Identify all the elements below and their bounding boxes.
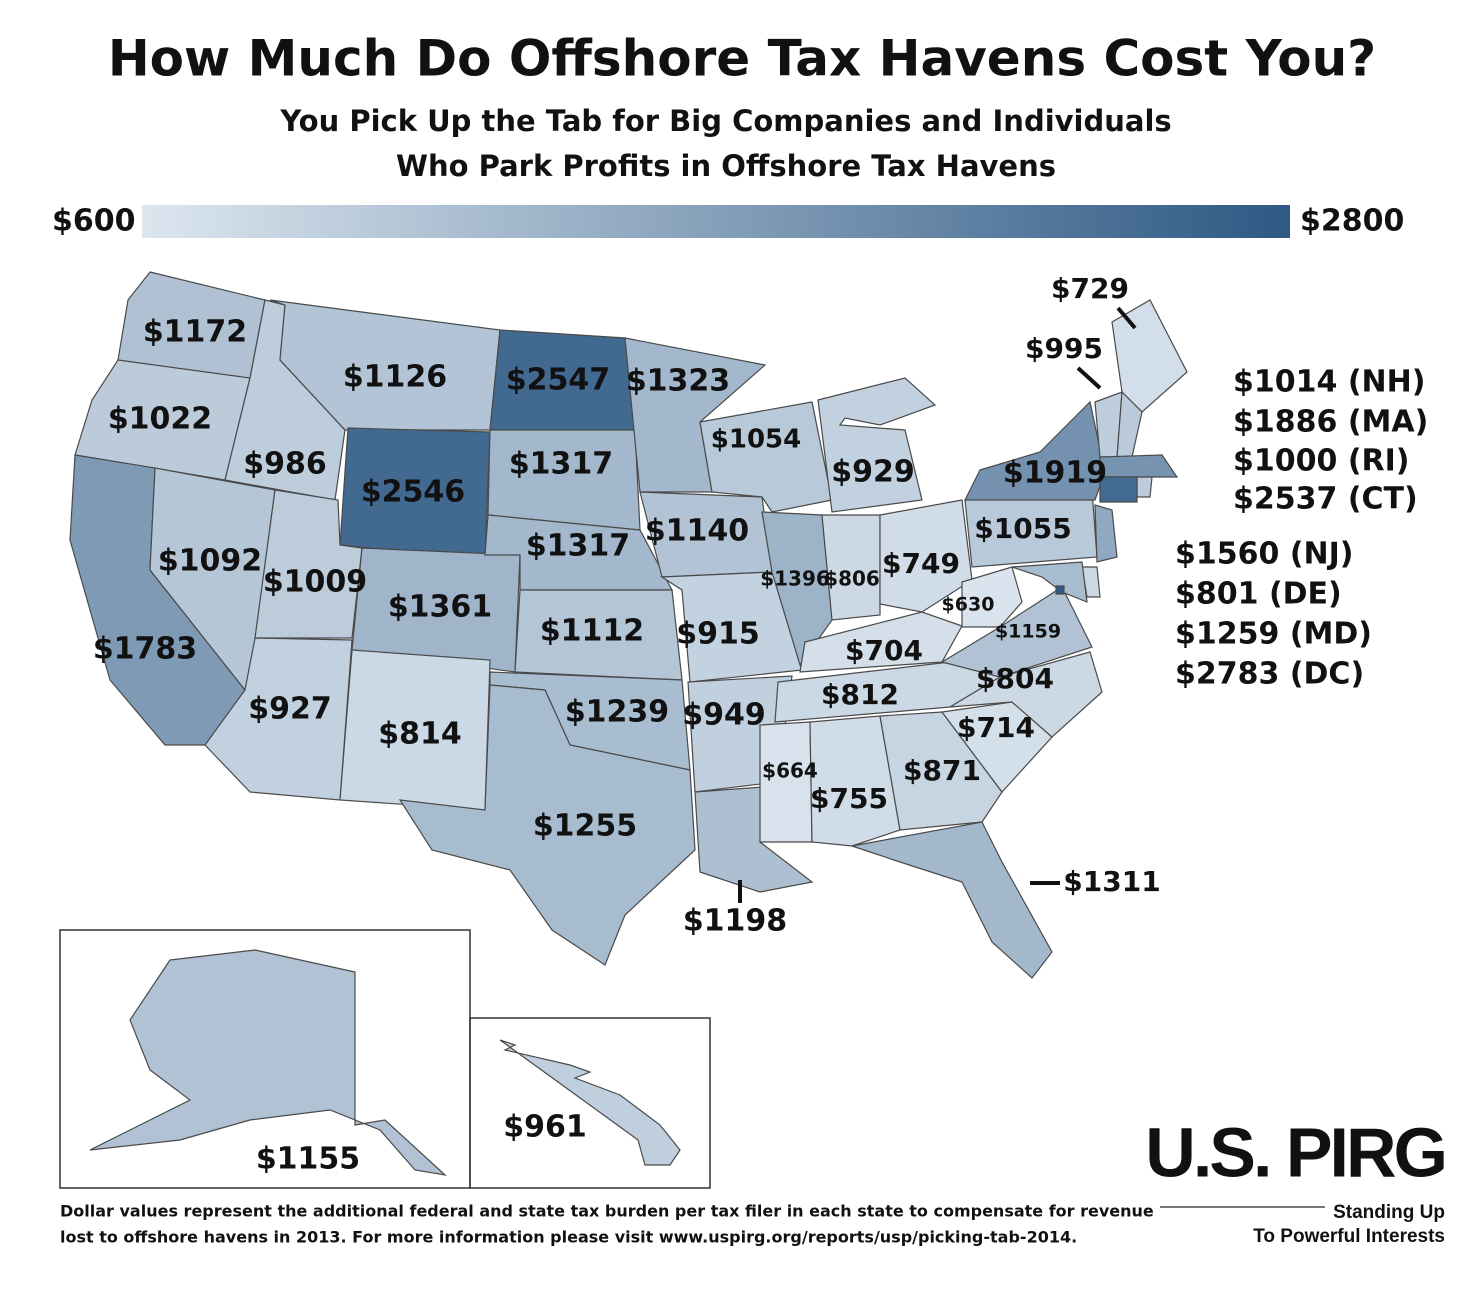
- logo-tagline: To Powerful Interests: [1253, 1226, 1445, 1247]
- state-value-label: $915: [676, 617, 760, 652]
- state-value-label: $804: [976, 662, 1054, 695]
- state-value-label: $871: [903, 754, 981, 787]
- state-value-label: $2783 (DC): [1175, 657, 1364, 692]
- state-value-label: $1054: [711, 425, 801, 455]
- state-value-label: $961: [503, 1110, 587, 1145]
- state-value-label: $1361: [388, 590, 492, 625]
- state: [398, 684, 696, 966]
- state-value-label: $1000 (RI): [1233, 444, 1410, 479]
- state-value-label: $995: [1025, 332, 1103, 365]
- state: [204, 637, 353, 801]
- state-value-label: $749: [882, 547, 960, 580]
- state-value-label: $1919: [1003, 456, 1107, 491]
- state-value-label: $1198: [683, 904, 787, 939]
- state-value-label: $1009: [263, 565, 367, 600]
- state: [809, 715, 901, 847]
- state: [1111, 299, 1188, 413]
- state-value-label: $1323: [626, 364, 730, 399]
- state-value-label: $1317: [526, 529, 630, 564]
- state-value-label: $1259 (MD): [1175, 617, 1372, 652]
- state-value-label: $1239: [565, 695, 669, 730]
- footnote: Dollar values represent the additional f…: [60, 1202, 1154, 1221]
- state-value-label: $729: [1051, 272, 1129, 305]
- state-value-label: $812: [821, 678, 899, 711]
- state-value-label: $1317: [509, 447, 613, 482]
- state-value-label: $986: [243, 447, 327, 482]
- state: [940, 586, 1093, 678]
- state: [879, 499, 973, 613]
- state: [1011, 561, 1088, 603]
- state-value-label: $1014 (NH): [1233, 365, 1425, 400]
- state-value-label: $704: [845, 634, 923, 667]
- state-value-label: $801 (DE): [1175, 577, 1342, 612]
- title: How Much Do Offshore Tax Havens Cost You…: [108, 30, 1376, 88]
- legend-min-label: $600: [52, 204, 136, 239]
- leader-line: [1076, 366, 1102, 390]
- state-value-label: $806: [824, 567, 880, 591]
- legend-max-label: $2800: [1300, 204, 1404, 239]
- state-value-label: $1396: [760, 567, 830, 591]
- state-value-label: $1886 (MA): [1233, 405, 1428, 440]
- state-value-label: $1172: [143, 315, 247, 350]
- state: [660, 571, 803, 683]
- state-value-label: $1022: [108, 402, 212, 437]
- state-value-label: $1783: [93, 632, 197, 667]
- state-value-label: $630: [942, 594, 995, 616]
- legend-scale: [142, 205, 1290, 238]
- state: [851, 821, 1053, 979]
- state-value-label: $1155: [256, 1142, 360, 1177]
- states: [69, 271, 1188, 1176]
- state: [821, 514, 881, 621]
- state: [817, 377, 937, 513]
- subtitle: You Pick Up the Tab for Big Companies an…: [279, 104, 1171, 138]
- state-value-label: $1159: [995, 621, 1061, 643]
- state-value-label: $1112: [540, 614, 644, 649]
- state-value-label: $664: [762, 759, 818, 783]
- state: [1136, 476, 1153, 498]
- logo: U.S. PIRG: [1145, 1113, 1445, 1191]
- state: [1055, 585, 1065, 595]
- state-value-label: $949: [682, 698, 766, 733]
- leader-lines: [738, 306, 1137, 903]
- hawaii-inset: [469, 1017, 711, 1189]
- state-value-label: $2547: [506, 363, 610, 398]
- state: [89, 949, 447, 1176]
- state-value-label: $714: [957, 711, 1035, 744]
- state: [499, 1039, 681, 1166]
- state: [879, 711, 1003, 831]
- state: [799, 611, 963, 673]
- state: [1094, 504, 1118, 563]
- state-value-label: $2537 (CT): [1233, 482, 1418, 517]
- state-value-label: $2546: [361, 475, 465, 510]
- state: [1099, 476, 1138, 503]
- state-value-label: $1055: [974, 512, 1071, 545]
- state-value-label: $927: [248, 692, 332, 727]
- footnote: lost to offshore havens in 2013. For mor…: [60, 1228, 1077, 1247]
- state-value-label: $1126: [343, 360, 447, 395]
- subtitle: Who Park Profits in Offshore Tax Havens: [396, 149, 1056, 183]
- state-value-label: $755: [810, 782, 888, 815]
- state-labels: $1172 $1022 $1783 $986 $1092 $1126 $2546 $1009 $…: [93, 272, 1429, 1177]
- state-value-label: $814: [378, 717, 462, 752]
- state: [1099, 454, 1179, 478]
- state-value-label: $929: [831, 455, 915, 490]
- state-value-label: $1311: [1063, 865, 1160, 898]
- state-value-label: $1560 (NJ): [1175, 537, 1354, 572]
- state-value-label: $1140: [645, 514, 749, 549]
- state-value-label: $1255: [533, 809, 637, 844]
- leader-line: [1116, 306, 1137, 330]
- state-value-label: $1092: [158, 544, 262, 579]
- logo-tagline: Standing Up: [1333, 1202, 1445, 1223]
- state: [961, 566, 1023, 628]
